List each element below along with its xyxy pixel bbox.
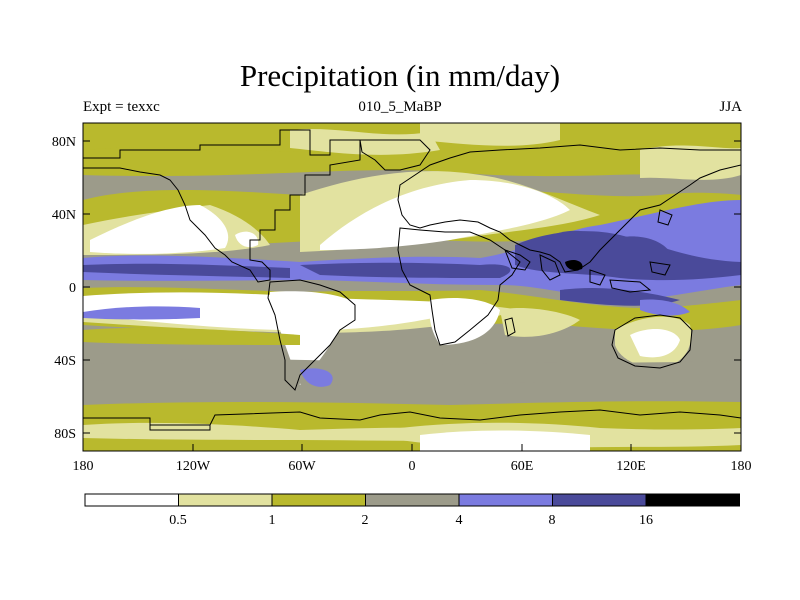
x-tick-label: 0 xyxy=(409,459,416,474)
map-title: Precipitation (in mm/day) xyxy=(239,58,561,93)
season-label: JJA xyxy=(719,99,742,115)
colorbar-swatch xyxy=(271,493,366,507)
colorbar-label: 4 xyxy=(456,513,463,528)
x-tick-label: 180 xyxy=(73,459,94,474)
x-tick-label: 60W xyxy=(288,459,316,474)
x-tick-label: 60E xyxy=(511,459,534,474)
colorbar-labels: 0.5 1 2 4 8 16 xyxy=(169,513,653,528)
x-tick-label: 120W xyxy=(176,459,211,474)
precipitation-field xyxy=(83,123,741,451)
x-axis-labels: 180 120W 60W 0 60E 120E 180 xyxy=(73,459,752,474)
colorbar-swatch xyxy=(365,493,460,507)
colorbar-swatch xyxy=(84,493,179,507)
y-tick-label: 40S xyxy=(54,354,76,369)
colorbar-swatch xyxy=(645,493,740,507)
y-tick-label: 80S xyxy=(54,427,76,442)
colorbar-label: 1 xyxy=(269,513,276,528)
y-tick-label: 80N xyxy=(52,135,76,150)
period-label: 010_5_MaBP xyxy=(358,99,442,115)
x-tick-label: 120E xyxy=(616,459,646,474)
colorbar-label: 8 xyxy=(549,513,556,528)
experiment-label: Expt = texxc xyxy=(83,99,160,115)
colorbar-label: 2 xyxy=(362,513,369,528)
colorbar-swatch xyxy=(552,493,647,507)
coastlines xyxy=(83,129,741,431)
x-tick-label: 180 xyxy=(731,459,752,474)
y-tick-label: 0 xyxy=(69,281,76,296)
y-tick-label: 40N xyxy=(52,208,76,223)
colorbar-swatch xyxy=(458,493,553,507)
colorbar-label: 0.5 xyxy=(169,513,187,528)
y-axis-labels: 80N 40N 0 40S 80S xyxy=(52,135,76,442)
colorbar-swatch xyxy=(178,493,273,507)
colorbar-label: 16 xyxy=(639,513,653,528)
colorbar xyxy=(84,493,740,507)
plot-frame xyxy=(82,122,742,452)
